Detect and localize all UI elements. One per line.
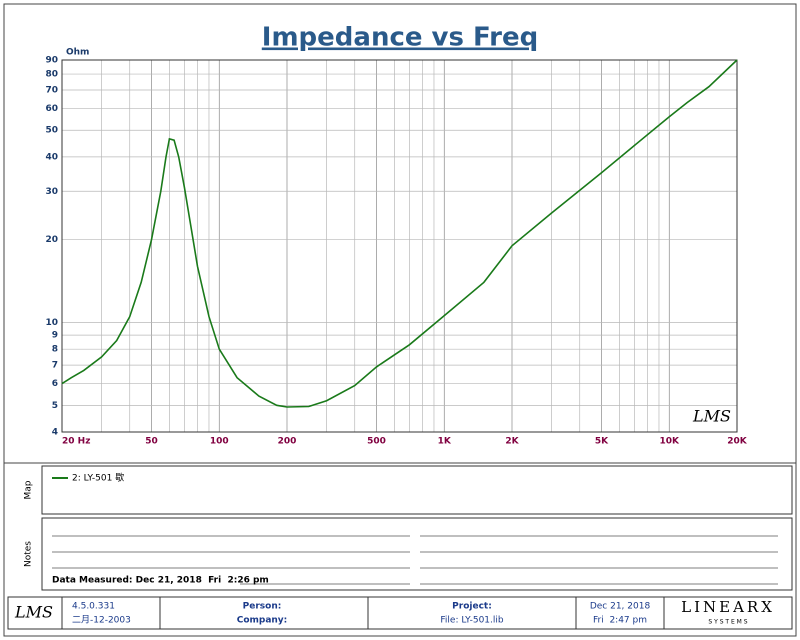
person: Person: — [243, 602, 282, 612]
y-tick-label: 4 — [52, 428, 58, 438]
x-tick-label: 20K — [727, 437, 748, 447]
legend-entry: 2: LY-501 歇 — [72, 472, 124, 484]
file: File: LY-501.lib — [440, 616, 503, 626]
y-tick-label: 10 — [45, 318, 58, 328]
y-tick-label: 20 — [45, 235, 58, 245]
measured: Data Measured: Dec 21, 2018 Fri 2:26 pm — [52, 576, 269, 586]
y-tick-label: 7 — [52, 361, 58, 371]
brand-sub: S Y S T E M S — [708, 619, 747, 626]
build-date: 二月-12-2003 — [72, 615, 131, 626]
y-unit: Ohm — [66, 48, 89, 58]
brand: LINEARX — [681, 598, 775, 616]
project: Project: — [452, 602, 492, 612]
y-tick-label: 30 — [45, 187, 58, 197]
y-tick-label: 90 — [45, 56, 58, 66]
version: 4.5.0.331 — [72, 602, 115, 612]
y-tick-label: 80 — [45, 70, 58, 80]
x-tick-label: 20 Hz — [62, 437, 90, 447]
plot-area — [61, 59, 738, 433]
y-tick-label: 40 — [45, 152, 58, 162]
notes-label: Notes — [24, 541, 34, 567]
x-tick-label: 5K — [595, 437, 609, 447]
company: Company: — [237, 616, 288, 626]
x-tick-label: 10K — [660, 437, 681, 447]
time: Fri 2:47 pm — [593, 616, 647, 626]
y-tick-label: 50 — [45, 126, 58, 136]
x-tick-label: 2K — [505, 437, 519, 447]
plot-border — [61, 59, 738, 433]
y-tick-label: 8 — [52, 345, 58, 355]
footer — [7, 596, 793, 630]
y-tick-label: 70 — [45, 86, 58, 96]
x-tick-label: 50 — [145, 437, 158, 447]
notes-panel — [41, 517, 793, 591]
map-panel — [41, 465, 793, 515]
date: Dec 21, 2018 — [590, 602, 651, 612]
x-tick-label: 100 — [210, 437, 229, 447]
map-label: Map — [24, 480, 34, 499]
footer-logo: LMS — [14, 603, 53, 622]
x-tick-label: 200 — [278, 437, 297, 447]
y-tick-label: 6 — [52, 379, 58, 389]
chart-title: Impedance vs Freq — [262, 23, 538, 53]
watermark: LMS — [692, 407, 731, 426]
note-lines — [52, 535, 778, 585]
impedance-line — [61, 59, 738, 408]
y-tick-label: 9 — [52, 331, 58, 341]
x-tick-label: 500 — [367, 437, 386, 447]
y-tick-label: 60 — [45, 104, 58, 114]
y-tick-label: 5 — [52, 401, 58, 411]
plot: 20 Hz 50 100 200 500 1K 2K 5K 10K 20K 4 5 6 7 8 9 10 20 30… — [45, 56, 747, 447]
x-tick-label: 1K — [438, 437, 452, 447]
